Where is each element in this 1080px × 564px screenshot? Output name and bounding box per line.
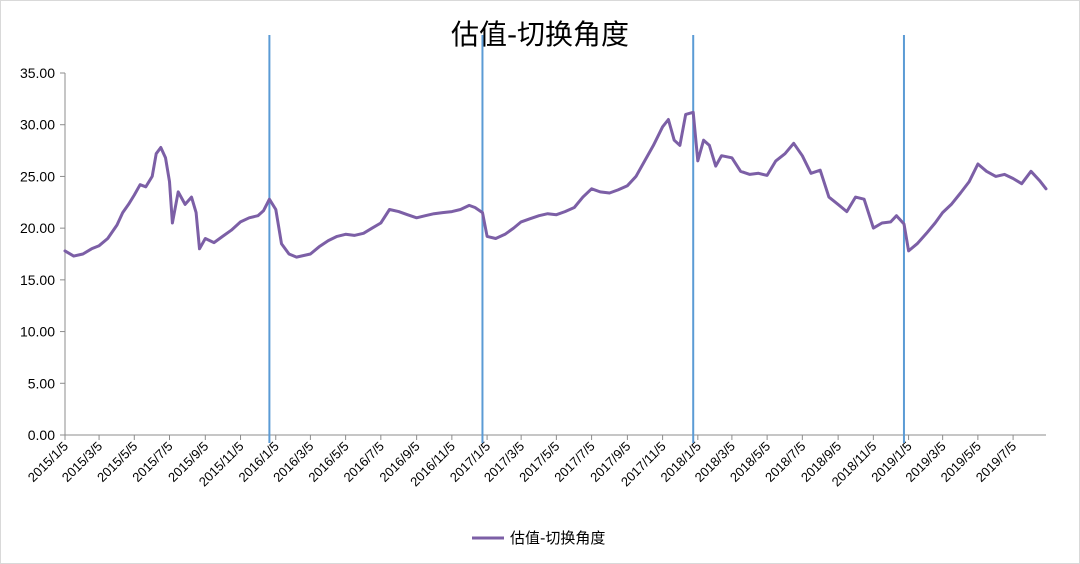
y-tick-label: 20.00 [20,220,55,236]
series-layer [63,110,1048,259]
y-tick-label: 5.00 [28,375,55,391]
y-tick-label: 25.00 [20,168,55,184]
y-tick-label: 0.00 [28,427,55,443]
y-tick-label: 35.00 [20,65,55,81]
x-axis: 2015/1/52015/3/52015/5/52015/7/52015/9/5… [25,434,1046,489]
legend: 估值-切换角度 [472,529,605,547]
y-tick-label: 30.00 [20,117,55,133]
regime-switch-lines [268,35,905,443]
series-line [63,110,1048,259]
legend-label: 估值-切换角度 [510,529,605,547]
chart-title: 估值-切换角度 [451,18,629,51]
y-tick-label: 10.00 [20,324,55,340]
y-tick-label: 15.00 [20,272,55,288]
y-axis: 0.00 5.00 10.00 15.00 20.00 25.00 30.00 35.00 [20,65,66,443]
